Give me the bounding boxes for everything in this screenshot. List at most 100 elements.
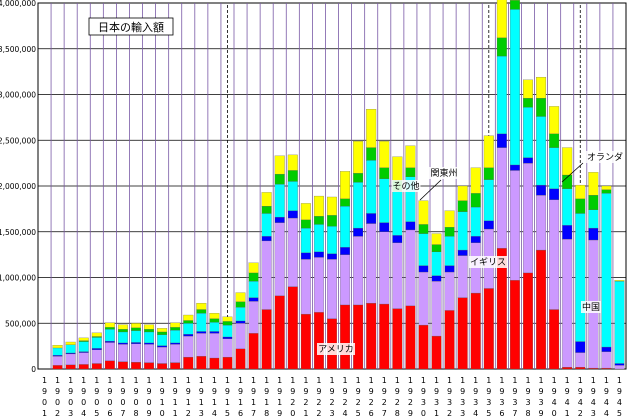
- bar-segment: [313, 251, 324, 258]
- bar-segment: [183, 314, 194, 321]
- bar-segment: [104, 342, 115, 361]
- bar-segment: [91, 349, 102, 364]
- bar-segment: [209, 331, 220, 334]
- y-tick-label: 3,000,000: [0, 91, 36, 100]
- bar-segment: [418, 233, 429, 266]
- bar-segment: [575, 198, 586, 214]
- bar-segment: [588, 209, 599, 229]
- bar-segment: [523, 79, 533, 99]
- bar-segment: [144, 324, 155, 330]
- bar-segment: [379, 167, 390, 179]
- bar-segment: [509, 170, 520, 281]
- bar-segment: [287, 181, 298, 211]
- bar-segment: [496, 133, 507, 148]
- annotation-bg: [391, 180, 421, 192]
- bar-segment: [418, 200, 429, 225]
- bar-segment: [104, 322, 115, 328]
- bar-segment: [196, 309, 207, 314]
- annotation-label: オランダ: [587, 151, 623, 163]
- bar-segment: [274, 173, 285, 185]
- bar-segment: [470, 292, 481, 370]
- bar-segment: [117, 344, 128, 362]
- bar-segment: [366, 109, 377, 148]
- bar-segment: [340, 254, 351, 306]
- bar-segment: [340, 206, 351, 248]
- y-tick-label: 3,500,000: [0, 45, 36, 54]
- bar-segment: [222, 338, 233, 358]
- bar-segment: [196, 333, 207, 357]
- bar-segment: [418, 324, 429, 370]
- bar-segment: [91, 332, 102, 337]
- y-tick-label: 1,000,000: [0, 274, 36, 283]
- bar-segment: [588, 195, 599, 210]
- bar-segment: [405, 305, 416, 370]
- bar-segment: [91, 337, 102, 349]
- bar-segment: [457, 297, 468, 370]
- bar-segment: [157, 328, 168, 333]
- annotation-bg: [586, 151, 624, 163]
- bar-segment: [327, 196, 337, 216]
- annotation-leader: [419, 179, 442, 201]
- bar-segment: [496, 37, 507, 57]
- bar-segment: [353, 182, 364, 229]
- bar-segment: [601, 193, 612, 348]
- annotation-label: 関東州: [430, 167, 457, 179]
- bar-segment: [392, 191, 403, 236]
- bar-segment: [300, 252, 311, 260]
- bar-segment: [170, 327, 181, 331]
- bar-segment: [549, 133, 560, 148]
- bar-segment: [313, 257, 324, 313]
- bar-segment: [300, 227, 311, 253]
- bar-segment: [170, 362, 181, 370]
- bar-segment: [117, 361, 128, 370]
- bar-segment: [353, 227, 364, 237]
- bar-segment: [131, 327, 141, 331]
- bar-segment: [52, 355, 63, 357]
- bar-segment: [431, 335, 442, 370]
- bar-segment: [366, 160, 377, 214]
- bar-segment: [523, 163, 533, 274]
- bar-segment: [91, 336, 102, 338]
- bar-segment: [144, 344, 155, 363]
- bar-segment: [196, 313, 207, 332]
- bar-segment: [444, 227, 455, 237]
- bar-segment: [549, 309, 560, 370]
- bar-segment: [392, 156, 403, 181]
- bar-segment: [65, 352, 76, 355]
- bar-segment: [300, 259, 311, 315]
- bar-segment: [183, 334, 194, 337]
- bar-segment: [235, 348, 246, 370]
- bar-segment: [392, 308, 403, 370]
- bar-segment: [170, 329, 181, 344]
- bar-segment: [261, 236, 272, 242]
- bar-segment: [536, 76, 547, 99]
- bar-segment: [327, 226, 337, 254]
- bar-segment: [444, 271, 455, 311]
- bar-segment: [196, 356, 207, 370]
- bar-segment: [222, 321, 233, 326]
- bar-segment: [131, 323, 141, 328]
- bar-segment: [287, 210, 298, 219]
- bar-segment: [209, 357, 220, 370]
- bar-segment: [261, 192, 272, 207]
- bar-segment: [549, 199, 560, 310]
- bar-segment: [117, 331, 128, 344]
